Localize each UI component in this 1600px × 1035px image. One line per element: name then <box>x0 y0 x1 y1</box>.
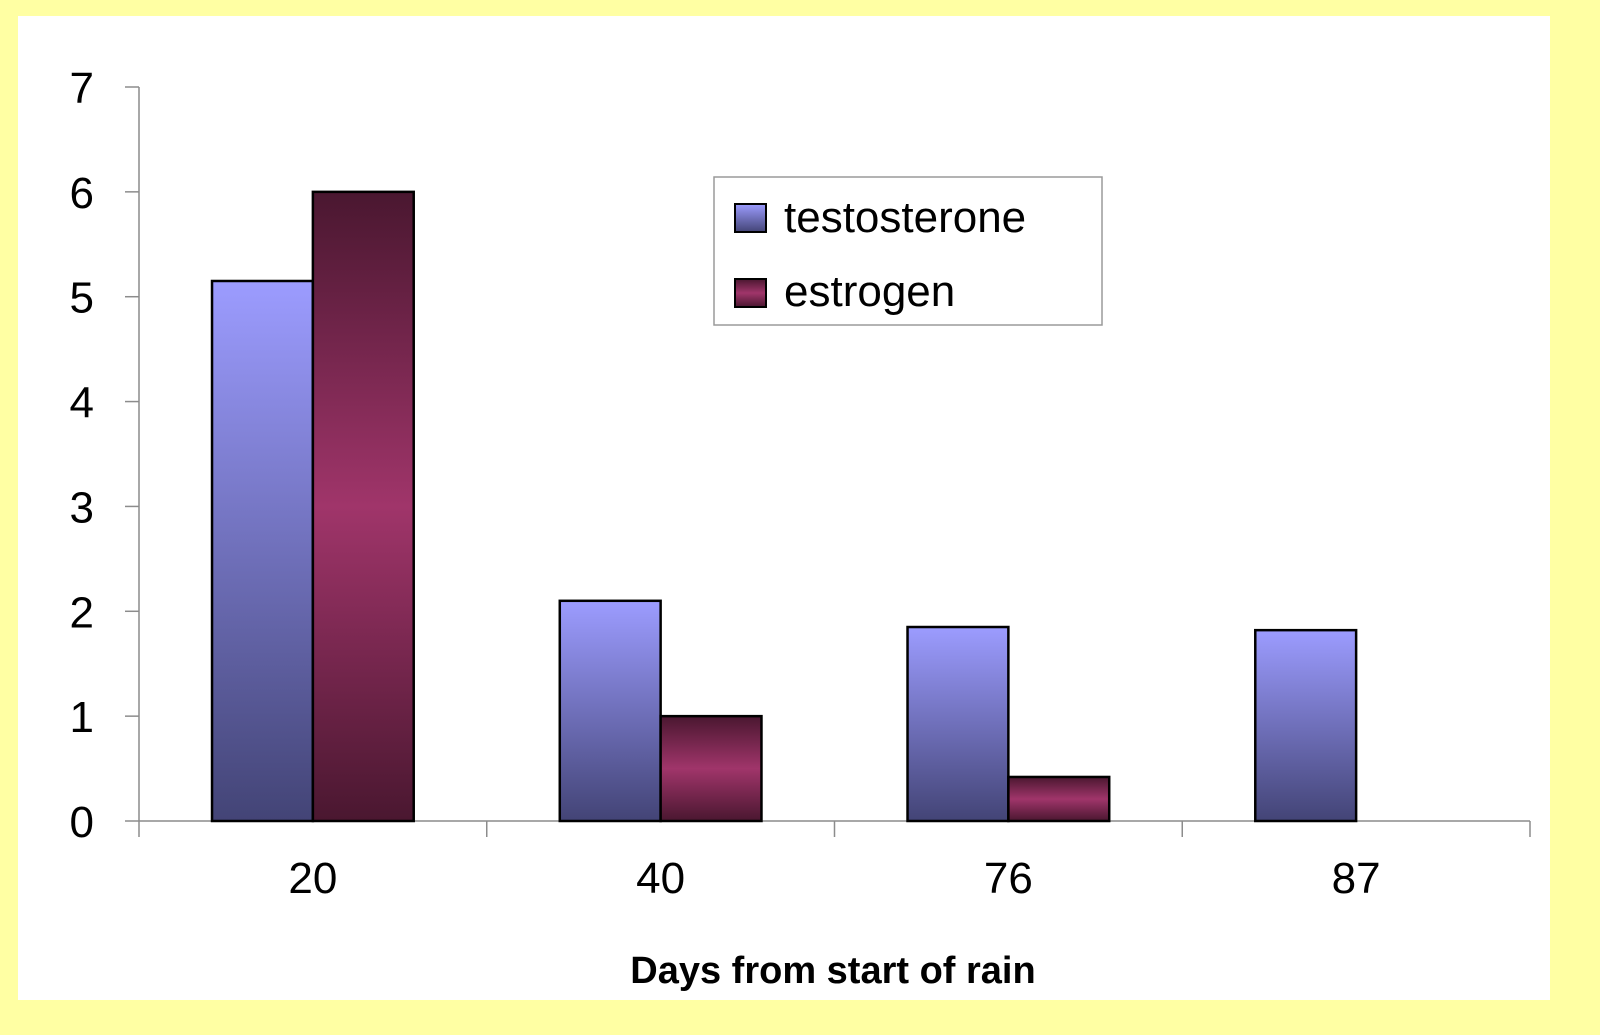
bar-estrogen-40 <box>659 714 763 823</box>
bars <box>210 190 1358 823</box>
y-tick-label: 6 <box>70 169 94 218</box>
bar-estrogen-76 <box>1007 775 1111 823</box>
bar-testosterone-87 <box>1254 628 1358 823</box>
y-tick-label: 3 <box>70 483 94 532</box>
bar-testosterone-40 <box>558 599 662 823</box>
axis-labels: 0 1 2 3 4 5 6 7 20 40 76 87 <box>70 64 1381 903</box>
y-tick-label: 2 <box>70 588 94 637</box>
legend-swatch-testosterone <box>734 203 767 233</box>
bar-testosterone-20 <box>210 279 315 823</box>
legend-label-estrogen: estrogen <box>784 267 955 316</box>
y-tick-label: 7 <box>70 64 94 113</box>
y-tick-label: 4 <box>70 379 94 428</box>
x-tick-label: 40 <box>636 854 685 903</box>
x-axis-title: Days from start of rain <box>630 950 1035 992</box>
y-tick-label: 5 <box>70 274 94 323</box>
legend-swatch-estrogen <box>734 278 767 308</box>
legend: testosterone estrogen <box>713 176 1103 326</box>
legend-label-testosterone: testosterone <box>784 193 1026 242</box>
bar-testosterone-76 <box>906 625 1010 823</box>
y-tick-label: 0 <box>70 798 94 847</box>
bar-estrogen-20 <box>311 190 415 823</box>
x-tick-label: 20 <box>288 854 337 903</box>
x-tick-label: 87 <box>1332 854 1381 903</box>
legend-box <box>713 176 1103 326</box>
y-tick-label: 1 <box>70 693 94 742</box>
x-tick-label: 76 <box>984 854 1033 903</box>
